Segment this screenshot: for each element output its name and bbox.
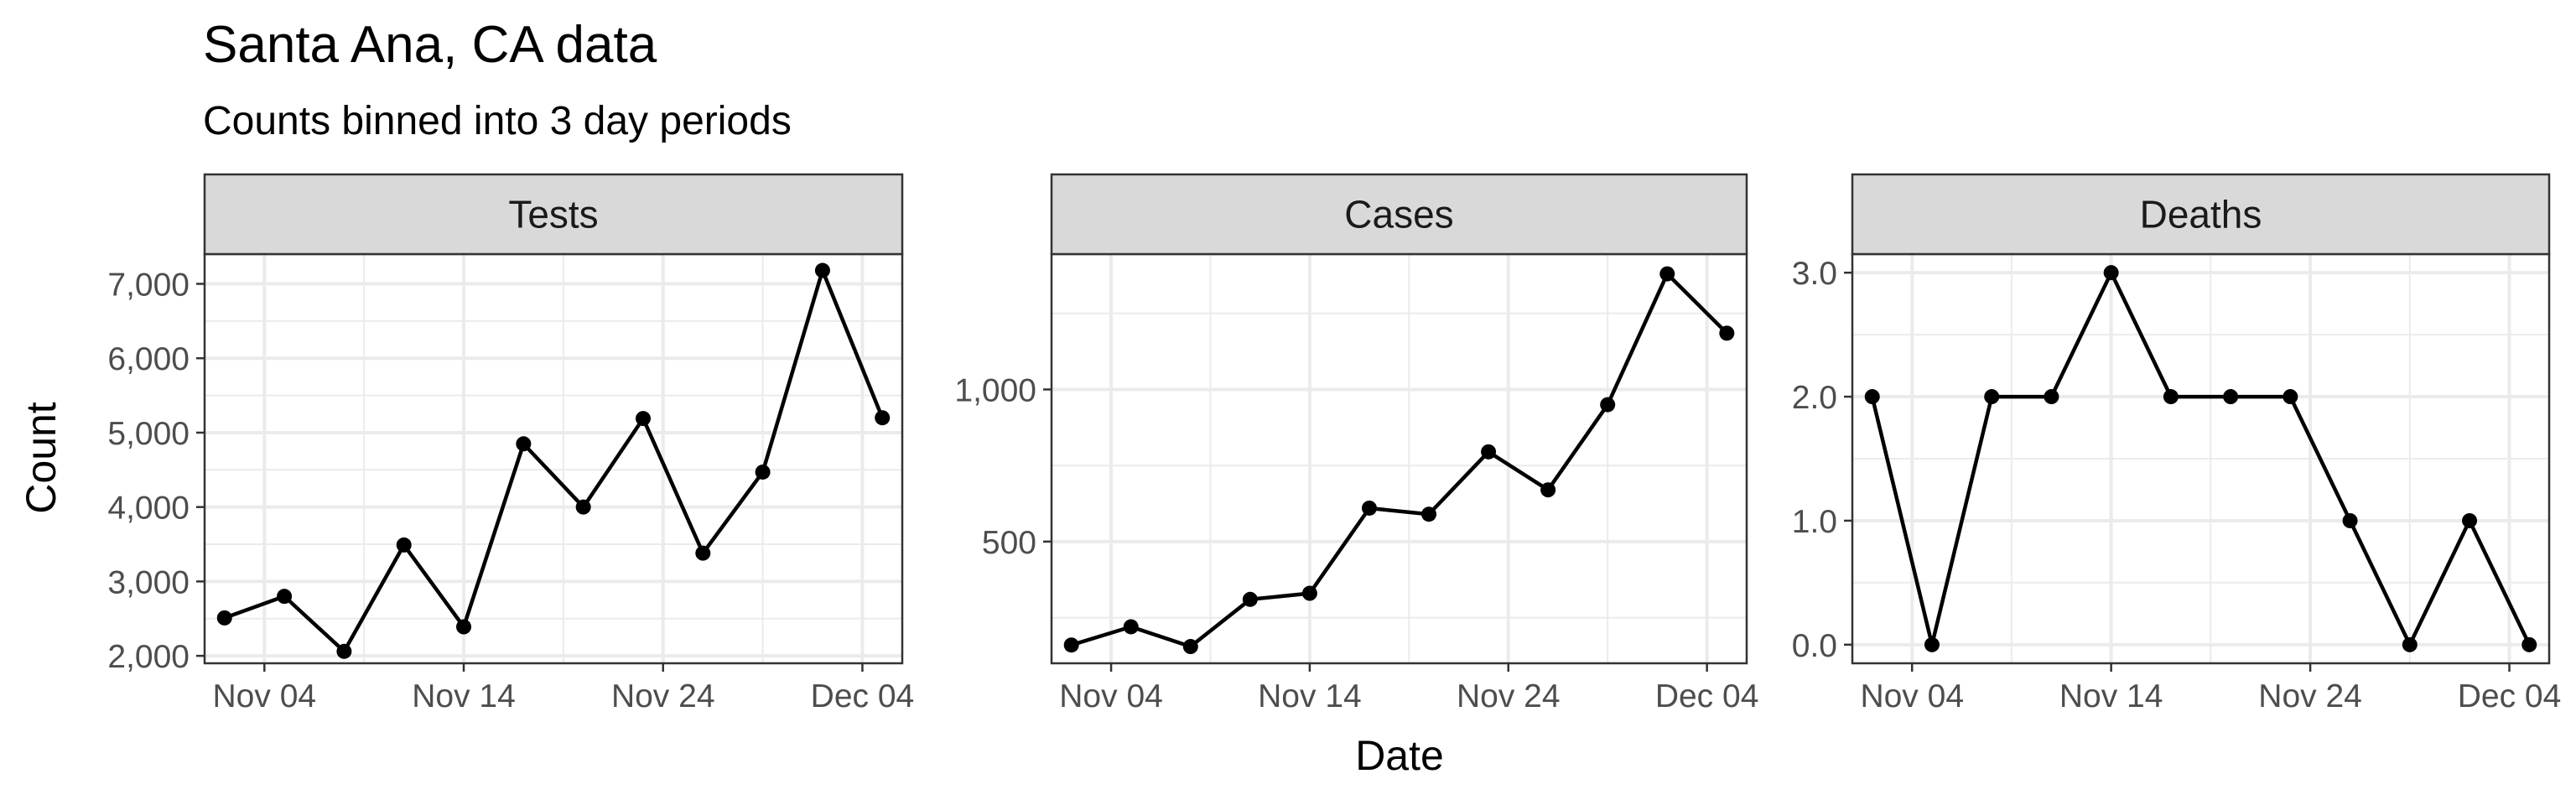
data-point <box>814 262 830 278</box>
facet-strip <box>1851 173 2551 256</box>
x-tick-label: Dec 04 <box>2458 678 2562 714</box>
panel-deaths: Deaths 0.0 1.0 2.0 3.0 Nov 04 Nov 14 Nov 24 Dec … <box>1792 173 2562 714</box>
data-point <box>2462 512 2478 528</box>
facet-panels: Tests 2,000 3,000 4,000 5,000 6,000 7,000 Nov 0… <box>107 173 2562 714</box>
panel-border <box>203 252 904 665</box>
x-tick-label: Nov 04 <box>1059 678 1163 714</box>
y-tick-label: 4,000 <box>107 491 190 527</box>
chart-subtitle: Counts binned into 3 day periods <box>203 99 792 143</box>
x-tick-label: Dec 04 <box>1655 678 1759 714</box>
data-point <box>456 619 472 635</box>
data-point <box>1924 636 1940 652</box>
data-point <box>1719 325 1735 341</box>
data-point <box>695 545 711 561</box>
facet-strip-label: Cases <box>1344 193 1453 236</box>
y-tick-label: 1.0 <box>1792 504 1837 540</box>
data-point <box>875 410 891 426</box>
data-point <box>277 589 293 605</box>
data-point <box>1242 591 1258 607</box>
x-tick-label: Nov 14 <box>2059 678 2163 714</box>
x-tick-label: Nov 14 <box>412 678 516 714</box>
data-point <box>755 464 771 480</box>
y-tick-label: 3.0 <box>1792 256 1837 292</box>
facet-strip <box>203 173 904 256</box>
x-tick-label: Nov 24 <box>1457 678 1561 714</box>
data-point <box>1421 506 1437 522</box>
data-point <box>635 411 651 427</box>
panel-border <box>1050 252 1748 665</box>
y-tick-label: 7,000 <box>107 267 190 303</box>
facet-strip-label: Deaths <box>2140 193 2262 236</box>
data-point <box>2163 389 2179 405</box>
x-tick-label: Nov 04 <box>1860 678 1964 714</box>
y-tick-label: 1,000 <box>954 372 1036 408</box>
data-point <box>2223 389 2239 405</box>
facet-strip-label: Tests <box>508 193 598 236</box>
y-tick-label: 0.0 <box>1792 628 1837 664</box>
chart-title: Santa Ana, CA data <box>203 16 657 74</box>
data-point <box>1301 585 1317 601</box>
series-line-deaths <box>1870 270 2532 647</box>
x-tick-label: Nov 04 <box>213 678 317 714</box>
y-tick-label: 2,000 <box>107 639 190 675</box>
panel-cases: Cases 500 1,000 Nov 04 Nov 14 Nov 24 Dec 04 <box>954 173 1759 714</box>
y-tick-label: 6,000 <box>107 341 190 377</box>
data-point <box>2342 512 2358 528</box>
x-tick-label: Nov 24 <box>2258 678 2362 714</box>
x-tick-label: Nov 14 <box>1258 678 1362 714</box>
data-point <box>1540 482 1556 498</box>
y-tick-label: 2.0 <box>1792 380 1837 416</box>
data-point <box>2044 389 2059 405</box>
y-axis-title: Count <box>18 402 65 514</box>
data-point <box>2521 636 2537 652</box>
data-point <box>216 610 232 626</box>
y-tick-label: 3,000 <box>107 564 190 600</box>
data-point <box>2283 389 2298 405</box>
x-tick-label: Dec 04 <box>811 678 915 714</box>
data-point <box>1063 637 1079 653</box>
data-point <box>1123 619 1139 635</box>
x-axis-title: Date <box>1355 732 1444 779</box>
data-point <box>396 537 412 553</box>
data-point <box>1864 389 1880 405</box>
data-point <box>1659 266 1675 282</box>
data-point <box>336 643 352 659</box>
y-tick-label: 5,000 <box>107 416 190 452</box>
series-line-cases <box>1071 272 1728 649</box>
data-point <box>1481 444 1497 460</box>
x-tick-label: Nov 24 <box>611 678 715 714</box>
y-tick-label: 500 <box>982 525 1036 561</box>
facet-strip <box>1050 173 1748 256</box>
data-point <box>1600 397 1616 413</box>
data-point <box>1182 639 1198 655</box>
data-point <box>2402 636 2418 652</box>
panel-tests: Tests 2,000 3,000 4,000 5,000 6,000 7,000 Nov 0… <box>107 173 915 714</box>
data-point <box>575 499 591 515</box>
data-point <box>516 436 532 452</box>
series-line-tests <box>224 268 885 654</box>
data-point <box>1361 500 1377 516</box>
data-point <box>2103 265 2119 281</box>
data-point <box>1984 389 2000 405</box>
